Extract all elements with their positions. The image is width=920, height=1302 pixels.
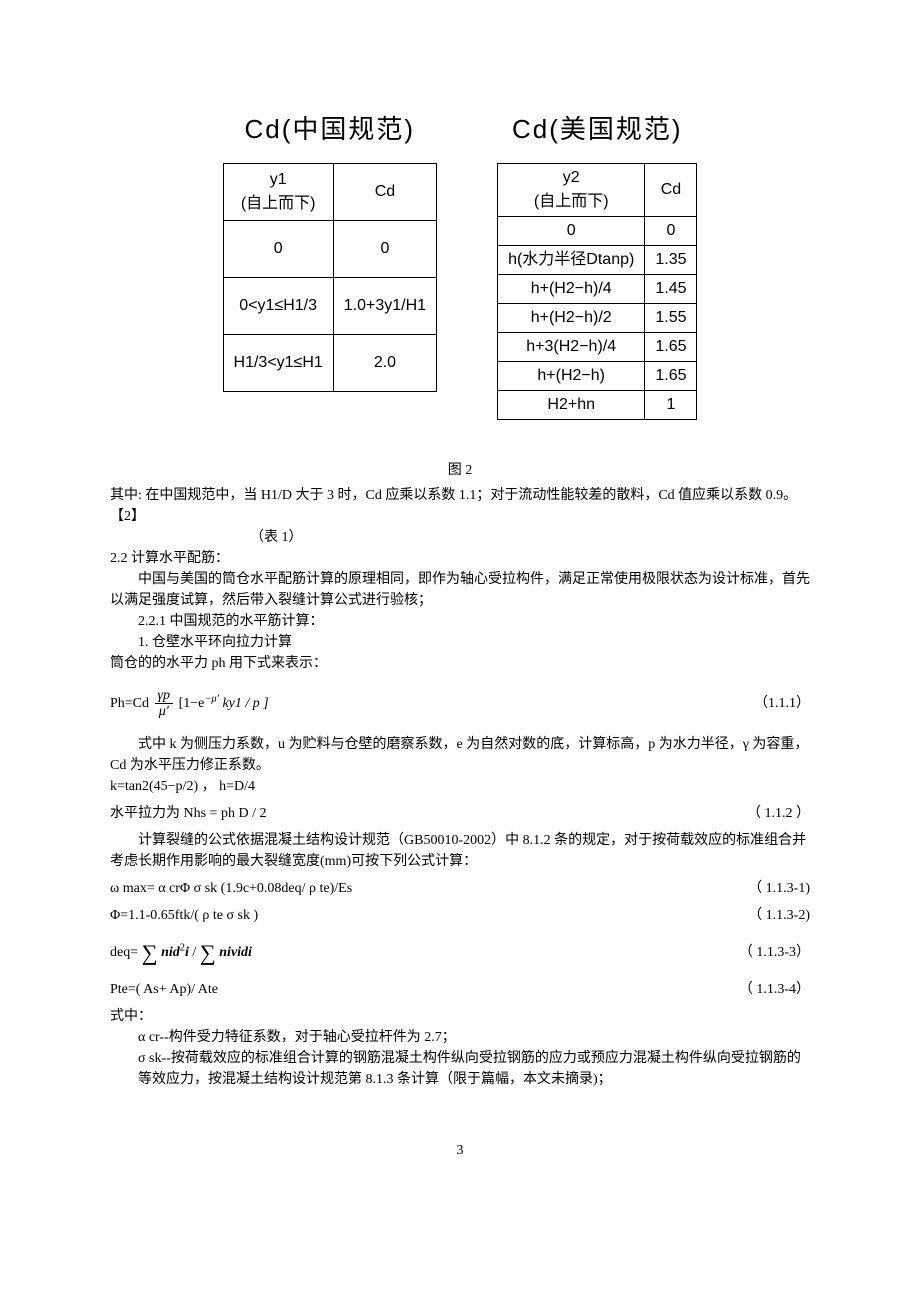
page: Cd(中国规范) y1 (自上而下) Cd 0 0 0<y1≤H1/3 1.0+… bbox=[0, 0, 920, 1201]
eq1-body: Ph=Cd γp μ' [1−e−μ' ky1 / p ] bbox=[110, 688, 269, 720]
equation-1-1-3-4: Pte=( As+ Ap)/ Ate （ 1.1.3-4） bbox=[110, 979, 810, 1000]
t2-r1c2: 1.35 bbox=[645, 246, 697, 275]
t2-r5c1: h+(H2−h) bbox=[498, 362, 645, 391]
us-table-block: Cd(美国规范) y2 (自上而下) Cd 00 h(水力半径Dtanp)1.3… bbox=[497, 110, 697, 420]
eq3r: （ 1.1.3-2) bbox=[748, 905, 810, 926]
line-nhs-l: 水平拉力为 Nhs = ph D / 2 bbox=[110, 803, 266, 824]
equation-1-1-2: 水平拉力为 Nhs = ph D / 2 （ 1.1.2 ） bbox=[110, 803, 810, 824]
t1-r1c1: 0 bbox=[223, 221, 333, 278]
eq1-lhs: Ph=Cd bbox=[110, 696, 149, 711]
eq1-exp: −μ' bbox=[204, 693, 219, 704]
t1-r3c1: H1/3<y1≤H1 bbox=[223, 335, 333, 392]
sum2-icon: ∑ bbox=[200, 940, 216, 965]
t2-h1-l2: (自上而下) bbox=[534, 193, 609, 210]
eq1-bl: [1−e bbox=[179, 696, 205, 711]
eq4-t1b: i bbox=[185, 945, 189, 960]
eq1-num-label: （1.1.1） bbox=[754, 693, 810, 714]
item-221-1a: 筒仓的的水平力 ph 用下式来表示： bbox=[110, 653, 810, 674]
eq2l: ω max= α crΦ σ sk (1.9c+0.08deq/ ρ te)/E… bbox=[110, 878, 352, 899]
t2-r0c2: 0 bbox=[645, 217, 697, 246]
us-table: y2 (自上而下) Cd 00 h(水力半径Dtanp)1.35 h+(H2−h… bbox=[497, 163, 697, 420]
t2-r5c2: 1.65 bbox=[645, 362, 697, 391]
eq5l: Pte=( As+ Ap)/ Ate bbox=[110, 979, 218, 1000]
note-1: 其中: 在中国规范中，当 H1/D 大于 3 时，Cd 应乘以系数 1.1；对于… bbox=[110, 485, 810, 527]
t1-h2: Cd bbox=[333, 164, 436, 221]
where-1: α cr--构件受力特征系数，对于轴心受拉杆件为 2.7； bbox=[110, 1027, 810, 1048]
t2-h2: Cd bbox=[645, 164, 697, 217]
equation-1-1-3-2: Φ=1.1-0.65ftk/( ρ te σ sk ) （ 1.1.3-2) bbox=[110, 905, 810, 926]
t1-r1c2: 0 bbox=[333, 221, 436, 278]
eq4-body: deq= ∑ nid2i / ∑ nividi bbox=[110, 936, 252, 970]
t2-r2c2: 1.45 bbox=[645, 275, 697, 304]
eq4-t1a: nid bbox=[161, 945, 180, 960]
crack-para: 计算裂缝的公式依据混凝土结构设计规范（GB50010-2002）中 8.1.2 … bbox=[110, 830, 810, 872]
us-table-title: Cd(美国规范) bbox=[497, 110, 697, 149]
equation-1-1-1: Ph=Cd γp μ' [1−e−μ' ky1 / p ] （1.1.1） bbox=[110, 688, 810, 720]
eq2r: （ 1.1.3-1) bbox=[748, 878, 810, 899]
t2-r4c2: 1.65 bbox=[645, 333, 697, 362]
t1-r2c2: 1.0+3y1/H1 bbox=[333, 278, 436, 335]
tables-row: Cd(中国规范) y1 (自上而下) Cd 0 0 0<y1≤H1/3 1.0+… bbox=[110, 110, 810, 420]
t2-h1-l1: y2 bbox=[563, 169, 580, 186]
t2-r2c1: h+(H2−h)/4 bbox=[498, 275, 645, 304]
eq4-t2: nividi bbox=[219, 945, 252, 960]
t2-r1c1: h(水力半径Dtanp) bbox=[498, 246, 645, 275]
t1-h1-l1: y1 bbox=[270, 171, 287, 188]
eq4-num-label: （ 1.1.3-3） bbox=[739, 942, 810, 963]
t2-r6c1: H2+hn bbox=[498, 391, 645, 420]
eq4-lhs: deq= bbox=[110, 945, 138, 960]
line-nhs-r: （ 1.1.2 ） bbox=[747, 803, 810, 824]
sum1-icon: ∑ bbox=[142, 940, 158, 965]
china-table-block: Cd(中国规范) y1 (自上而下) Cd 0 0 0<y1≤H1/3 1.0+… bbox=[223, 110, 438, 420]
equation-1-1-3-1: ω max= α crΦ σ sk (1.9c+0.08deq/ ρ te)/E… bbox=[110, 878, 810, 899]
line-k: k=tan2(45−p/2) ， h=D/4 bbox=[110, 776, 810, 797]
eq3l: Φ=1.1-0.65ftk/( ρ te σ sk ) bbox=[110, 905, 258, 926]
item-221-1: 1. 仓壁水平环向拉力计算 bbox=[110, 632, 810, 653]
figure-caption: 图 2 bbox=[110, 460, 810, 481]
eq1-rest: ky1 / p ] bbox=[222, 696, 268, 711]
eq5r: （ 1.1.3-4） bbox=[739, 979, 810, 1000]
t2-r3c1: h+(H2−h)/2 bbox=[498, 304, 645, 333]
equation-1-1-3-3: deq= ∑ nid2i / ∑ nividi （ 1.1.3-3） bbox=[110, 936, 810, 970]
eq1-den: μ' bbox=[155, 704, 174, 719]
t1-h1-l2: (自上而下) bbox=[241, 195, 316, 212]
t2-r3c2: 1.55 bbox=[645, 304, 697, 333]
eq1-frac: γp μ' bbox=[155, 688, 174, 720]
t2-r4c1: h+3(H2−h)/4 bbox=[498, 333, 645, 362]
t1-h1: y1 (自上而下) bbox=[223, 164, 333, 221]
para-22a: 中国与美国的筒仓水平配筋计算的原理相同，即作为轴心受拉构件，满足正常使用极限状态… bbox=[110, 569, 810, 611]
t2-r0c1: 0 bbox=[498, 217, 645, 246]
china-table-title: Cd(中国规范) bbox=[223, 110, 438, 149]
eq1-explain: 式中 k 为侧压力系数，u 为贮料与仓壁的磨察系数，e 为自然对数的底，计算标高… bbox=[110, 734, 810, 776]
section-2-2-1: 2.2.1 中国规范的水平筋计算： bbox=[110, 611, 810, 632]
eq1-num: γp bbox=[155, 688, 174, 704]
table-1-caption: （表 1） bbox=[110, 527, 810, 548]
section-2-2: 2.2 计算水平配筋： bbox=[110, 548, 810, 569]
eq4-slash: / bbox=[192, 945, 199, 960]
t1-r3c2: 2.0 bbox=[333, 335, 436, 392]
where-label: 式中： bbox=[110, 1006, 810, 1027]
t1-r2c1: 0<y1≤H1/3 bbox=[223, 278, 333, 335]
t2-h1: y2 (自上而下) bbox=[498, 164, 645, 217]
where-2: σ sk--按荷载效应的标准组合计算的钢筋混凝土构件纵向受拉钢筋的应力或预应力混… bbox=[110, 1048, 810, 1090]
page-number: 3 bbox=[110, 1140, 810, 1161]
t2-r6c2: 1 bbox=[645, 391, 697, 420]
china-table: y1 (自上而下) Cd 0 0 0<y1≤H1/3 1.0+3y1/H1 H1… bbox=[223, 163, 438, 392]
